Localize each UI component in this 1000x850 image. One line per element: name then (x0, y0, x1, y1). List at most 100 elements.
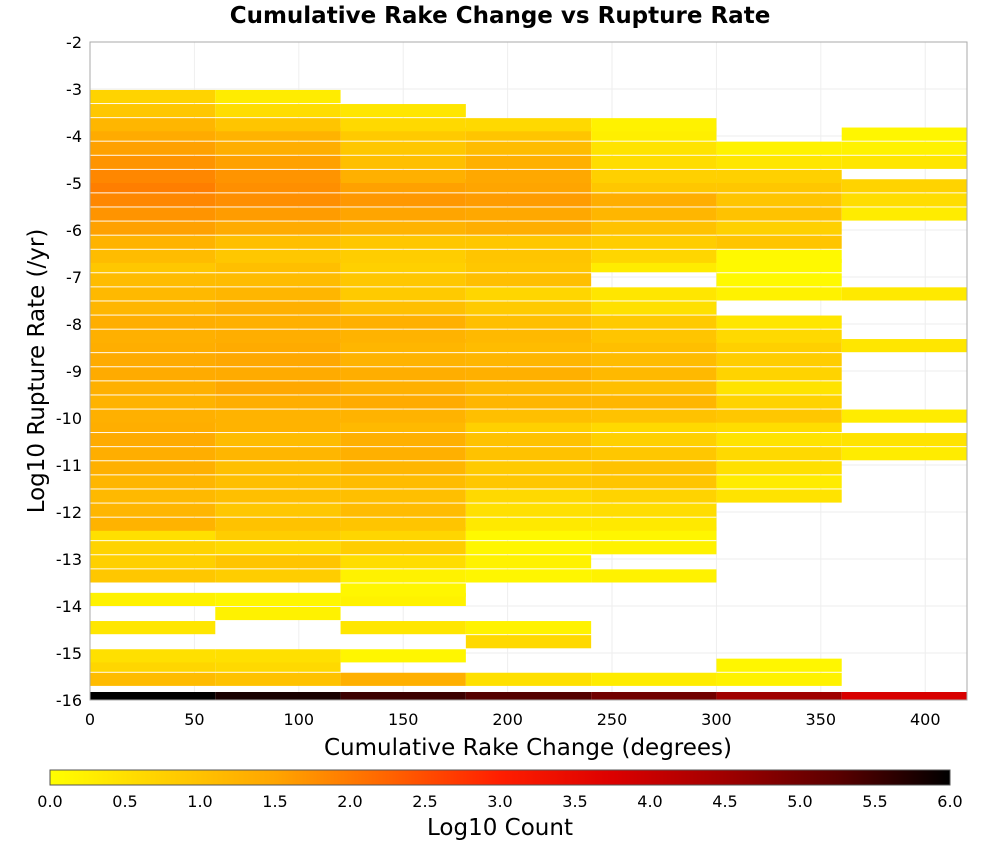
heatmap-cell (340, 555, 466, 569)
y-axis-title: Log10 Rupture Rate (/yr) (24, 229, 50, 514)
heatmap-cell (215, 301, 341, 315)
heatmap-cell (841, 287, 967, 301)
heatmap-cell (340, 381, 466, 395)
heatmap-cell (716, 221, 842, 235)
heatmap-cell (591, 569, 717, 583)
heatmap-cell (215, 569, 341, 583)
y-tick-label: -4 (66, 127, 82, 146)
y-tick-label: -8 (66, 315, 82, 334)
heatmap-cell (591, 287, 717, 301)
heatmap-cell (90, 315, 216, 329)
y-tick-label: -10 (56, 409, 82, 428)
y-tick-label: -7 (66, 268, 82, 287)
heatmap-cell (90, 475, 216, 489)
heatmap-cell (465, 235, 592, 249)
heatmap-cell (340, 503, 466, 517)
heatmap-cell (716, 353, 842, 367)
heatmap-cell (90, 503, 216, 517)
heatmap-cell (841, 409, 967, 423)
heatmap-cell (465, 118, 592, 132)
heatmap-cell (90, 447, 216, 461)
heatmap-cell (90, 395, 216, 409)
colorbar-ticks: 0.0 0.5 1.0 1.5 2.0 2.5 3.0 3.5 4.0 4.5 5.0 5.5 6.0 (37, 792, 962, 811)
heatmap-cell (90, 621, 216, 635)
heatmap-cell (215, 649, 341, 663)
heatmap-cell (90, 649, 216, 663)
heatmap-cell (465, 141, 592, 155)
heatmap-cell (340, 517, 466, 531)
heatmap-cell (90, 193, 216, 207)
heatmap-cell (716, 193, 842, 207)
heatmap-cell (591, 447, 717, 461)
heatmap-cell (465, 329, 592, 343)
heatmap-cell (465, 155, 592, 169)
heatmap-cell (90, 592, 216, 606)
heatmap-cell (716, 329, 842, 343)
heatmap-cell (465, 621, 592, 635)
heatmap-cell (90, 381, 216, 395)
heatmap-cell (340, 287, 466, 301)
heatmap-cell (465, 367, 592, 381)
x-tick-label: 150 (388, 710, 419, 729)
heatmap-cell (465, 433, 592, 447)
heatmap-cell (716, 658, 842, 672)
heatmap-cell (340, 621, 466, 635)
heatmap-cell (716, 692, 842, 700)
heatmap-cell (716, 287, 842, 301)
heatmap-cell (215, 273, 341, 287)
heatmap-cell (591, 489, 717, 503)
heatmap-cell (716, 315, 842, 329)
heatmap-cell (591, 541, 717, 555)
heatmap-cell (340, 649, 466, 663)
x-tick-label: 50 (184, 710, 204, 729)
heatmap-cell (591, 169, 717, 183)
heatmap-cell (340, 489, 466, 503)
heatmap-cell (215, 475, 341, 489)
heatmap-cell (340, 583, 466, 597)
heatmap-cell (215, 517, 341, 531)
heatmap-cells (90, 89, 967, 700)
heatmap-cell (841, 692, 967, 700)
y-tick-label: -5 (66, 174, 82, 193)
y-tick-label: -9 (66, 362, 82, 381)
heatmap-cell (215, 672, 341, 686)
colorbar-tick-label: 0.0 (37, 792, 62, 811)
x-axis-ticks: 0 50 100 150 200 250 300 350 400 (85, 710, 941, 729)
heatmap-cell (215, 447, 341, 461)
heatmap-cell (591, 249, 717, 263)
heatmap-cell (841, 207, 967, 221)
heatmap-cell (340, 141, 466, 155)
y-tick-label: -12 (56, 503, 82, 522)
heatmap-cell (465, 555, 592, 569)
heatmap-cell (340, 447, 466, 461)
heatmap-cell (716, 207, 842, 221)
heatmap-cell (465, 193, 592, 207)
heatmap-cell (215, 541, 341, 555)
y-tick-label: -3 (66, 80, 82, 99)
heatmap-cell (591, 207, 717, 221)
heatmap-cell (591, 141, 717, 155)
heatmap-cell (340, 433, 466, 447)
heatmap-cell (90, 517, 216, 531)
heatmap-cell (465, 353, 592, 367)
colorbar-tick-label: 3.5 (562, 792, 587, 811)
y-tick-label: -11 (56, 456, 82, 475)
x-tick-label: 250 (597, 710, 628, 729)
x-tick-label: 200 (492, 710, 523, 729)
heatmap-cell (716, 447, 842, 461)
heatmap-cell (215, 381, 341, 395)
colorbar-tick-label: 2.0 (337, 792, 362, 811)
heatmap-cell (465, 447, 592, 461)
heatmap-cell (340, 569, 466, 583)
heatmap-cell (716, 235, 842, 249)
colorbar-tick-label: 3.0 (487, 792, 512, 811)
heatmap-cell (591, 381, 717, 395)
heatmap-cell (591, 235, 717, 249)
heatmap-cell (215, 503, 341, 517)
heatmap-cell (215, 409, 341, 423)
heatmap-cell (591, 221, 717, 235)
heatmap-cell (90, 353, 216, 367)
heatmap-cell (591, 353, 717, 367)
heatmap-cell (215, 353, 341, 367)
y-tick-label: -16 (56, 691, 82, 710)
